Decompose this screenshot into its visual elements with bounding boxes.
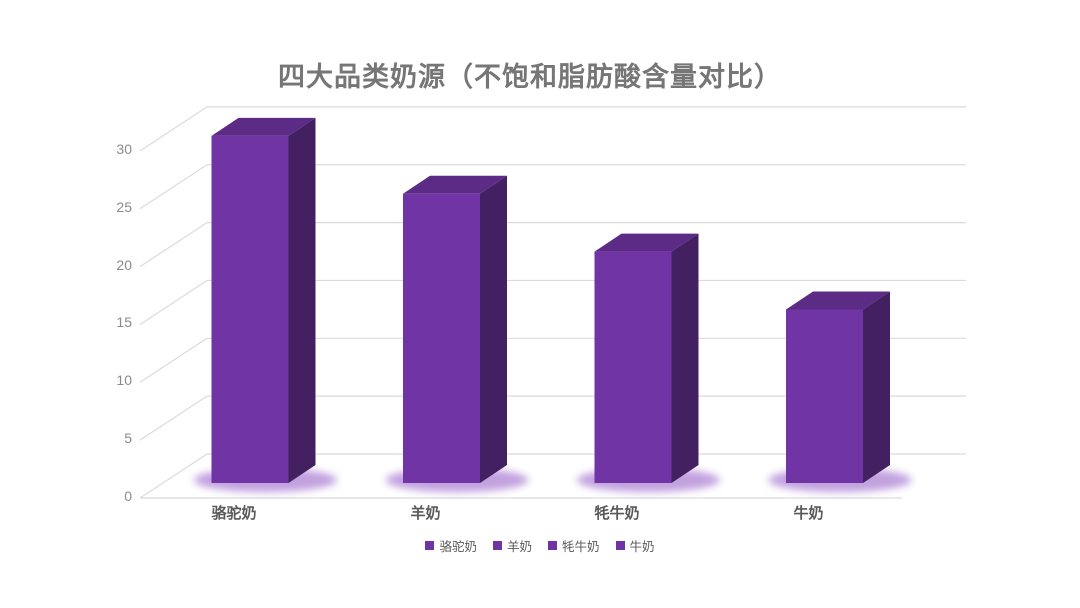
- gridline-slant-25: [139, 164, 208, 210]
- legend-item-羊奶: 羊奶: [492, 536, 532, 555]
- category-label-羊奶: 羊奶: [410, 505, 441, 522]
- category-label-骆驼奶: 骆驼奶: [211, 505, 257, 522]
- gridline-slant-0: [139, 453, 208, 499]
- chart-title: 四大品类奶源（不饱和脂肪酸含量对比）: [278, 62, 782, 92]
- bar-front-face-羊奶: [403, 193, 480, 483]
- legend-marker-icon: [548, 540, 557, 550]
- legend-item-牛奶: 牛奶: [615, 536, 655, 555]
- legend-label: 骆驼奶: [439, 539, 477, 554]
- legend-marker-icon: [425, 540, 435, 550]
- gridline-slant-10: [139, 337, 208, 383]
- y-tick-label-5: 5: [124, 430, 132, 447]
- legend-label: 羊奶: [506, 539, 532, 554]
- legend-marker-icon: [615, 540, 625, 550]
- chart-legend: 骆驼奶 羊奶 牦牛奶 牛奶: [0, 534, 1080, 556]
- legend-item-骆驼奶: 骆驼奶: [425, 536, 477, 555]
- legend-marker-icon: [492, 540, 502, 550]
- bar-side-face: [480, 175, 507, 483]
- bar-side-face: [863, 291, 890, 483]
- legend-item-牦牛奶: 牦牛奶: [548, 536, 600, 555]
- bar-top-face: [786, 291, 890, 310]
- bar-top-face: [594, 233, 699, 252]
- gridline-slant-5: [139, 395, 208, 441]
- gridline-slant-30: [139, 106, 208, 152]
- y-tick-label-20: 20: [116, 256, 132, 273]
- bar-top-face: [211, 117, 316, 136]
- bar-front-face-牦牛奶: [594, 251, 672, 483]
- y-tick-label-0: 0: [124, 488, 132, 504]
- legend-label: 牛奶: [629, 539, 655, 554]
- y-tick-label-30: 30: [116, 140, 132, 157]
- legend-label: 牦牛奶: [562, 539, 600, 554]
- y-tick-label-25: 25: [116, 198, 132, 215]
- bar-top-face: [403, 175, 507, 194]
- bar-front-face-牛奶: [786, 309, 863, 483]
- bar-side-face: [671, 233, 699, 483]
- gridline-slant-15: [139, 279, 208, 325]
- y-tick-label-15: 15: [116, 314, 132, 331]
- bar-side-face: [288, 117, 316, 484]
- gridline-slant-20: [139, 222, 208, 268]
- y-tick-label-10: 10: [116, 372, 132, 389]
- bar-front-face-骆驼奶: [211, 135, 289, 483]
- category-label-牛奶: 牛奶: [793, 505, 824, 522]
- category-label-牦牛奶: 牦牛奶: [594, 505, 640, 522]
